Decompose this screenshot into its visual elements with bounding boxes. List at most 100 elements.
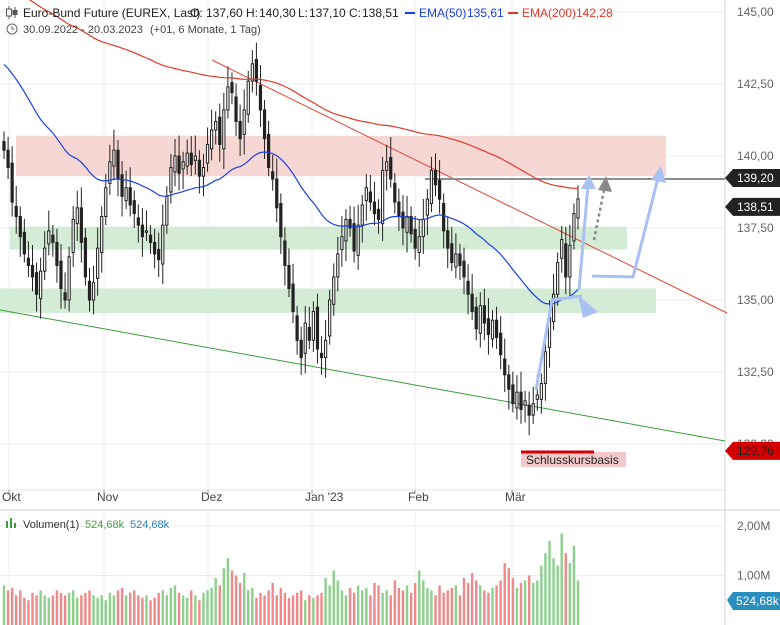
candle-body bbox=[262, 109, 267, 140]
candle bbox=[34, 262, 39, 312]
candle-body bbox=[189, 152, 193, 166]
candle bbox=[238, 104, 242, 156]
candle-body bbox=[197, 159, 202, 177]
candle-body bbox=[116, 149, 120, 180]
candle bbox=[124, 170, 128, 210]
volume-bar bbox=[527, 575, 531, 625]
volume-bar bbox=[15, 595, 18, 625]
candle-body bbox=[6, 149, 10, 169]
candle-body bbox=[153, 241, 157, 255]
change-info: (+01, 6 Monate, 1 Tag) bbox=[150, 24, 261, 36]
candle bbox=[22, 218, 26, 263]
time-axis-label: Okt bbox=[2, 490, 21, 504]
candle-body bbox=[91, 282, 96, 301]
candle-body bbox=[185, 152, 189, 167]
candle bbox=[409, 206, 413, 243]
volume-bar bbox=[181, 595, 185, 625]
volume-bar bbox=[177, 592, 181, 625]
candle-body bbox=[417, 236, 421, 253]
volume-bar bbox=[19, 590, 22, 625]
candle bbox=[401, 195, 405, 246]
ema200-line bbox=[29, 0, 579, 189]
candle bbox=[262, 99, 267, 159]
candle bbox=[214, 111, 218, 145]
volume-bar bbox=[523, 580, 527, 625]
candle bbox=[450, 226, 454, 272]
candle-body bbox=[474, 306, 478, 330]
candle-body bbox=[478, 305, 482, 334]
volume-bar bbox=[413, 582, 417, 625]
candle-body bbox=[222, 109, 226, 150]
price-marker-bg bbox=[725, 441, 780, 460]
candle-body bbox=[442, 203, 446, 232]
candle-body bbox=[279, 203, 283, 238]
volume-bar bbox=[462, 577, 466, 625]
candle bbox=[340, 216, 344, 267]
candle bbox=[79, 187, 83, 263]
arrow-path-lower bbox=[534, 294, 583, 391]
candle-body bbox=[450, 243, 454, 264]
candle bbox=[59, 244, 63, 309]
candle-body bbox=[108, 161, 112, 184]
candle-body bbox=[157, 249, 161, 261]
volume-bar bbox=[532, 582, 535, 625]
candle bbox=[71, 205, 75, 267]
candle bbox=[128, 167, 132, 217]
candle-body bbox=[556, 262, 560, 295]
volume-bar bbox=[116, 590, 120, 625]
candle-body bbox=[462, 260, 466, 278]
arrow-path-up-1 bbox=[577, 184, 590, 291]
candle bbox=[148, 225, 153, 254]
volume-bar bbox=[267, 590, 270, 625]
volume-bar bbox=[434, 595, 437, 625]
candle bbox=[311, 301, 316, 352]
candle bbox=[486, 298, 491, 355]
time-axis: Okt Nov Dez Jan '23 Feb Mär bbox=[2, 490, 526, 504]
candle-body bbox=[551, 293, 556, 323]
volume-bar bbox=[483, 590, 486, 625]
chart-type-icon[interactable] bbox=[6, 6, 18, 19]
price-tick-label: 132,50 bbox=[737, 365, 774, 379]
candle bbox=[328, 289, 332, 345]
candle bbox=[503, 338, 507, 393]
volume-bar bbox=[214, 577, 217, 625]
volume-bar bbox=[536, 580, 539, 625]
candle-body bbox=[303, 322, 307, 354]
candle bbox=[30, 244, 35, 292]
candle bbox=[258, 64, 263, 128]
candle bbox=[494, 306, 499, 349]
candle bbox=[478, 292, 482, 348]
candle bbox=[266, 120, 271, 177]
candle bbox=[376, 199, 381, 234]
volume-bar bbox=[381, 592, 384, 625]
volume-bar bbox=[137, 595, 140, 625]
candle bbox=[201, 153, 206, 197]
volume-bar bbox=[210, 587, 213, 625]
price-markers: 139,20 138,51 129,76 bbox=[725, 169, 780, 460]
volume-bar bbox=[185, 597, 189, 625]
candle-body bbox=[507, 374, 511, 390]
candle bbox=[446, 217, 450, 269]
volume-bar bbox=[76, 597, 79, 625]
candle-body bbox=[234, 96, 238, 122]
candle bbox=[6, 136, 10, 180]
volume-bar bbox=[336, 580, 340, 625]
candle-body bbox=[535, 394, 539, 400]
time-axis-label: Feb bbox=[408, 490, 429, 504]
candle bbox=[173, 139, 177, 187]
resistance-trendline bbox=[211, 59, 728, 314]
candle-body bbox=[348, 218, 352, 229]
volume-bar bbox=[361, 590, 364, 625]
candle bbox=[120, 161, 124, 217]
candle-body bbox=[409, 215, 413, 235]
volume-title: Volumen(1) bbox=[23, 519, 79, 531]
candle bbox=[177, 135, 181, 191]
candle-body bbox=[568, 244, 572, 278]
candle bbox=[344, 209, 348, 262]
volume-bar bbox=[128, 592, 132, 625]
candle-body bbox=[242, 109, 246, 135]
volume-bar bbox=[442, 592, 445, 625]
ohlc-open-value: 137,60 bbox=[206, 6, 243, 20]
candle-body bbox=[425, 198, 429, 216]
candle-body bbox=[230, 82, 234, 94]
